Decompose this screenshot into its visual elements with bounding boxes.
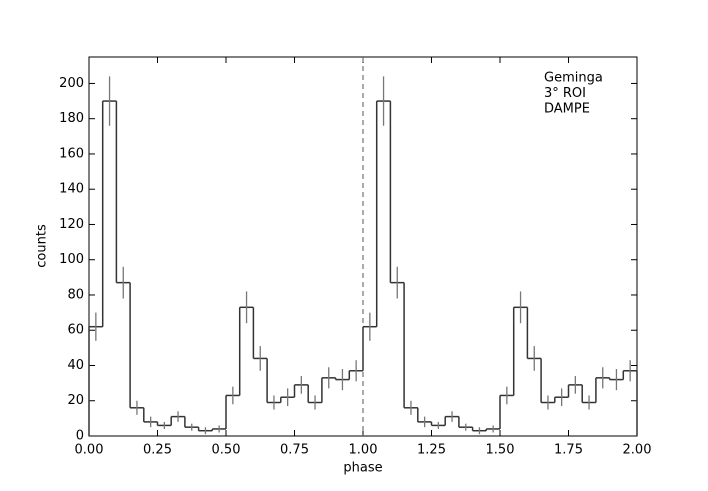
x-tick-label: 0.25 — [143, 443, 172, 458]
y-tick-label: 140 — [59, 182, 84, 197]
annotation: 3° ROI — [544, 86, 586, 101]
y-tick-label: 60 — [67, 323, 84, 338]
x-tick-label: 1.25 — [417, 443, 446, 458]
annotation: DAMPE — [544, 102, 590, 117]
y-tick-label: 180 — [59, 111, 84, 126]
x-tick-label: 1.50 — [486, 443, 515, 458]
x-tick-label: 2.00 — [623, 443, 652, 458]
x-tick-label: 0.00 — [75, 443, 104, 458]
y-tick-label: 40 — [67, 358, 84, 373]
y-tick-label: 20 — [67, 393, 84, 408]
x-tick-label: 0.75 — [280, 443, 309, 458]
x-tick-label: 1.00 — [349, 443, 378, 458]
y-axis-label: counts — [35, 224, 50, 268]
y-tick-label: 120 — [59, 217, 84, 232]
y-tick-label: 160 — [59, 146, 84, 161]
y-tick-label: 0 — [76, 429, 84, 444]
y-tick-label: 200 — [59, 76, 84, 91]
x-tick-label: 1.75 — [554, 443, 583, 458]
x-axis-label: phase — [343, 461, 382, 476]
y-tick-label: 100 — [59, 252, 84, 267]
y-tick-label: 80 — [67, 287, 84, 302]
annotation: Geminga — [544, 71, 603, 86]
x-tick-label: 0.50 — [212, 443, 241, 458]
